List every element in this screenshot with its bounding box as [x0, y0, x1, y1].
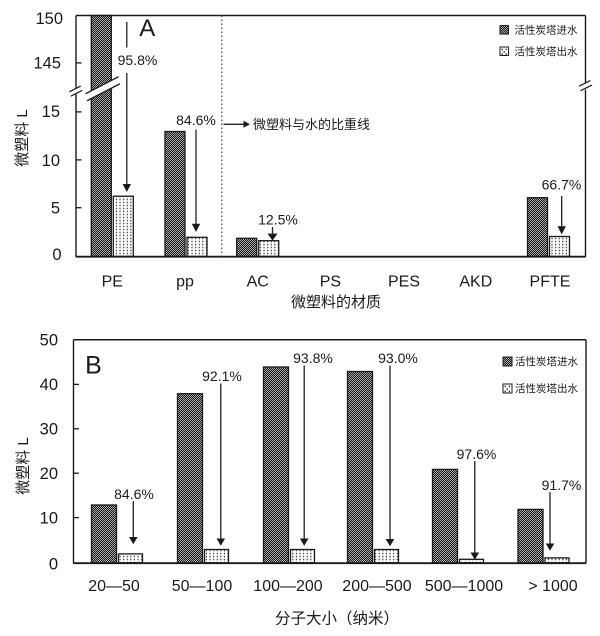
svg-text:10: 10: [40, 509, 58, 527]
svg-text:91.7%: 91.7%: [542, 477, 582, 493]
svg-text:PES: PES: [388, 274, 420, 291]
svg-text:84.6%: 84.6%: [176, 112, 216, 128]
svg-text:0: 0: [52, 246, 61, 264]
svg-text:40: 40: [40, 376, 58, 394]
svg-text:微塑料的材质: 微塑料的材质: [291, 294, 381, 311]
svg-text:95.8%: 95.8%: [118, 52, 158, 68]
svg-text:PE: PE: [102, 274, 123, 291]
svg-text:分子大小（纳米）: 分子大小（纳米）: [275, 610, 399, 628]
svg-text:微塑料与水的比重线: 微塑料与水的比重线: [253, 117, 370, 132]
svg-text:AKD: AKD: [459, 274, 492, 291]
svg-text:30: 30: [40, 421, 58, 439]
svg-text:500—1000: 500—1000: [425, 578, 503, 595]
svg-text:84.6%: 84.6%: [114, 486, 154, 502]
svg-text:0: 0: [49, 556, 58, 574]
svg-text:活性炭塔出水: 活性炭塔出水: [515, 382, 578, 395]
svg-text:PFTE: PFTE: [530, 274, 571, 291]
svg-text:92.1%: 92.1%: [202, 368, 242, 384]
svg-text:100—200: 100—200: [253, 578, 322, 595]
svg-text:活性炭塔进水: 活性炭塔进水: [515, 355, 578, 368]
svg-text:B: B: [85, 351, 102, 379]
svg-text:20: 20: [40, 465, 58, 483]
svg-text:50: 50: [40, 332, 58, 350]
svg-text:50—100: 50—100: [172, 578, 233, 595]
svg-text:145: 145: [33, 55, 61, 73]
svg-text:66.7%: 66.7%: [542, 177, 582, 193]
svg-text:活性炭塔进水: 活性炭塔进水: [515, 24, 578, 37]
svg-text:15: 15: [42, 103, 60, 121]
svg-text:20—50: 20—50: [88, 578, 140, 595]
svg-text:10: 10: [42, 152, 60, 170]
svg-text:微塑料 L: 微塑料 L: [15, 437, 32, 495]
svg-text:97.6%: 97.6%: [457, 446, 497, 462]
svg-text:AC: AC: [247, 274, 269, 291]
svg-text:12.5%: 12.5%: [258, 212, 298, 228]
svg-text:> 1000: > 1000: [528, 578, 577, 595]
svg-text:150: 150: [35, 10, 63, 28]
svg-text:200—500: 200—500: [342, 578, 411, 595]
svg-text:93.0%: 93.0%: [378, 350, 418, 366]
svg-text:93.8%: 93.8%: [293, 350, 333, 366]
svg-text:A: A: [139, 15, 155, 42]
svg-text:pp: pp: [176, 274, 194, 291]
svg-text:PS: PS: [320, 274, 341, 291]
svg-text:活性炭塔出水: 活性炭塔出水: [515, 45, 578, 58]
svg-text:微塑料 L: 微塑料 L: [14, 109, 31, 167]
svg-text:5: 5: [51, 200, 60, 218]
